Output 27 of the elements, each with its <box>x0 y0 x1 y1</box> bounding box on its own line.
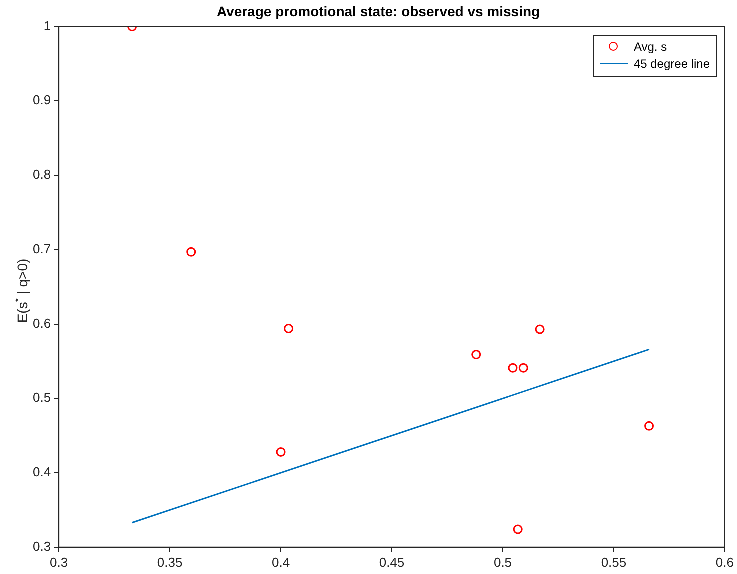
legend-label: 45 degree line <box>634 57 710 72</box>
y-tick-label: 0.5 <box>32 390 52 406</box>
y-tick-label: 0.9 <box>32 92 52 108</box>
point <box>644 421 654 431</box>
point <box>508 363 518 373</box>
point <box>472 350 482 360</box>
x-tick-label: 0.3 <box>50 554 68 570</box>
y-tick-label: 0.4 <box>32 464 52 480</box>
point <box>535 324 545 334</box>
chart-title: Average promotional state: observed vs missing <box>216 3 540 20</box>
y-tick-label: 0.8 <box>32 167 52 182</box>
y-tick-label: 0.7 <box>32 241 52 256</box>
x-tick-label: 0.55 <box>601 554 627 570</box>
point <box>513 524 523 534</box>
point <box>276 447 286 457</box>
x-tick-label: 0.6 <box>716 554 734 570</box>
y-tick-label: 0.3 <box>32 538 52 554</box>
x-tick-label: 0.5 <box>494 554 512 570</box>
x-tick-label: 0.35 <box>157 554 183 570</box>
legend-label: Avg. s <box>634 40 668 54</box>
x-tick-label: 0.4 <box>272 554 290 570</box>
point <box>518 363 528 373</box>
x-tick-label: 0.45 <box>379 554 405 570</box>
y-tick-label: 0.6 <box>32 316 52 331</box>
point <box>284 324 294 334</box>
point <box>186 247 196 257</box>
y-tick-label: 1 <box>44 18 52 34</box>
